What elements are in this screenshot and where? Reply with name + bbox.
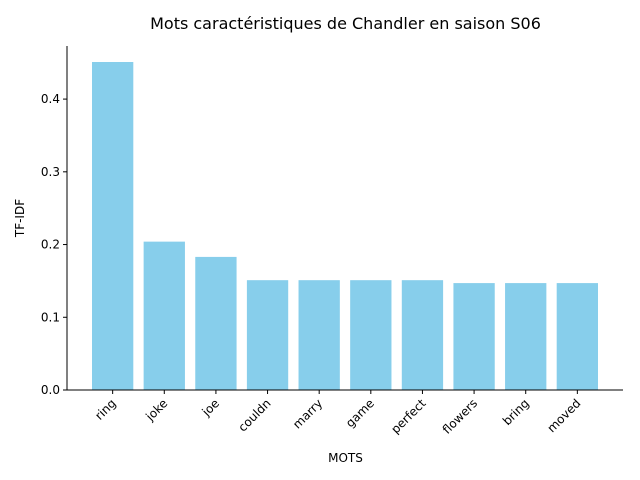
- y-tick-label-0: 0.0: [41, 383, 60, 397]
- y-axis-label: TF-IDF: [13, 199, 27, 238]
- y-tick-label-2: 0.2: [41, 238, 60, 252]
- x-axis-label: MOTS: [328, 451, 363, 465]
- chart-title: Mots caractéristiques de Chandler en sai…: [150, 14, 541, 33]
- bar-flowers: [453, 283, 495, 390]
- x-tick-label-ring: ring: [92, 396, 119, 423]
- bar-moved: [556, 283, 598, 390]
- x-tick-label-couldn: couldn: [235, 396, 273, 434]
- bar-couldn: [246, 280, 289, 390]
- bar-marry: [298, 280, 340, 390]
- bar-ring: [92, 62, 134, 390]
- y-axis-ticks: 0.0 0.1 0.2 0.3 0.4: [41, 92, 67, 397]
- x-tick-label-moved: moved: [544, 396, 583, 435]
- x-tick-label-marry: marry: [290, 396, 325, 431]
- x-tick-label-bring: bring: [500, 396, 532, 428]
- x-tick-label-joke: joke: [142, 396, 170, 424]
- x-tick-label-joe: joe: [199, 396, 222, 419]
- x-tick-label-flowers: flowers: [440, 396, 481, 437]
- bar-joke: [143, 241, 185, 390]
- bars-group: [92, 62, 598, 390]
- bar-perfect: [401, 280, 444, 390]
- y-tick-label-4: 0.4: [41, 92, 60, 106]
- y-tick-label-1: 0.1: [41, 310, 60, 324]
- bar-joe: [195, 256, 237, 390]
- bar-bring: [505, 283, 547, 390]
- bar-game: [350, 280, 392, 390]
- x-axis-ticks: ring joke joe couldn marry game perfect flowers…: [92, 390, 583, 437]
- x-tick-label-game: game: [343, 396, 377, 430]
- plot-frame-left-bottom: [66, 46, 623, 391]
- y-tick-label-3: 0.3: [41, 165, 60, 179]
- x-tick-label-perfect: perfect: [388, 396, 428, 436]
